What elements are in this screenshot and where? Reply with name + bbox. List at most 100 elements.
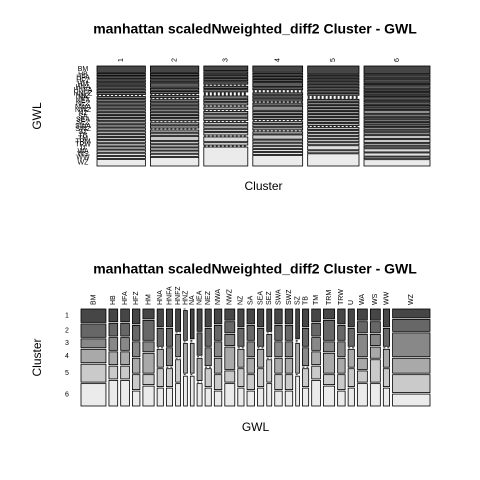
mosaic-cell: [337, 390, 346, 407]
mosaic-cell: [257, 368, 265, 388]
x-category-label: HB: [110, 295, 117, 305]
mosaic-cell: [337, 325, 346, 341]
x-category-label: NWZ: [227, 288, 234, 305]
x-category-label: BM: [90, 294, 97, 305]
mosaic-cell: [96, 159, 146, 167]
mosaic-cell: [363, 127, 431, 130]
mosaic-cell: [196, 308, 203, 332]
mosaic-cell: [203, 89, 249, 93]
y-category-label: 5: [65, 370, 69, 377]
mosaic-cell: [132, 357, 141, 374]
mosaic-cell: [120, 337, 130, 351]
mosaic-cell: [96, 152, 146, 156]
mosaic-cell: [363, 94, 431, 98]
y-category-label: WW: [76, 154, 90, 161]
y-category-label: NZ: [78, 110, 88, 117]
mosaic-cell: [363, 124, 431, 128]
mosaic-cell: [165, 368, 174, 388]
mosaic-cell: [356, 321, 368, 334]
y-category-label: HNZ: [76, 92, 91, 99]
mosaic-cell: [108, 365, 119, 380]
mosaic-cell: [347, 327, 355, 347]
mosaic-cell: [363, 82, 431, 86]
mosaic-cell: [237, 327, 245, 347]
mosaic-cell: [382, 348, 390, 368]
mosaic-cell: [96, 105, 146, 109]
mosaic-cell: [274, 357, 283, 374]
mosaic-cell: [369, 346, 381, 359]
mosaic-cell: [132, 325, 141, 341]
mosaic-cell: [274, 325, 283, 341]
mosaic-cell: [96, 137, 146, 141]
x-category-label: NWA: [215, 289, 222, 305]
mosaic-cell: [165, 327, 174, 347]
mosaic-cell: [149, 150, 200, 154]
mosaic-cell: [284, 357, 294, 374]
mosaic-cell: [257, 327, 265, 347]
mosaic-cell: [363, 139, 431, 144]
x-category-label: WW: [383, 291, 390, 305]
mosaic-cell: [392, 374, 431, 393]
mosaic-cell: [149, 111, 200, 115]
mosaic-cell: [307, 74, 360, 78]
mosaic-cell: [149, 73, 200, 77]
mosaic-cell: [224, 308, 236, 321]
mosaic-cell: [175, 308, 182, 332]
y-category-label: SWZ: [75, 126, 91, 133]
mosaic-cell: [252, 155, 304, 167]
mosaic-cell: [307, 117, 360, 120]
mosaic-cell: [252, 121, 304, 125]
mosaic-cell: [363, 89, 431, 92]
mosaic-cell: [149, 132, 200, 136]
mosaic-cell: [266, 383, 273, 407]
mosaic-cell: [183, 375, 188, 407]
mosaic-cell: [363, 122, 431, 125]
y-category-label: NA: [78, 94, 88, 101]
mosaic-cell: [183, 342, 188, 374]
mosaic-cell: [149, 102, 200, 106]
mosaic-cell: [96, 130, 146, 134]
mosaic-cell: [363, 85, 431, 90]
mosaic-cell: [382, 308, 390, 328]
mosaic-cell: [284, 325, 294, 341]
mosaic-cell: [252, 117, 304, 120]
mosaic-cell: [369, 308, 381, 321]
x-category-label: SWZ: [286, 289, 293, 305]
x-category-label: WZ: [408, 293, 415, 305]
mosaic-cell: [295, 375, 300, 407]
mosaic-cell: [252, 145, 304, 149]
mosaic-cell: [363, 97, 431, 100]
x-category-label: TM: [313, 295, 320, 305]
mosaic-cell: [96, 124, 146, 128]
mosaic-cell: [213, 325, 223, 341]
mosaic-cell: [80, 348, 107, 364]
y-axis-label: GWL: [30, 102, 44, 130]
y-category-label: SWA: [75, 123, 91, 130]
mosaic-cell: [363, 119, 431, 122]
mosaic-cell: [203, 106, 249, 110]
mosaic-cell: [149, 82, 200, 88]
mosaic-cell: [337, 341, 346, 358]
y-category-label: TM: [78, 135, 88, 142]
mosaic-cell: [96, 143, 146, 147]
mosaic-cell: [302, 387, 310, 407]
x-category-label: 3: [223, 58, 230, 62]
mosaic-cell: [203, 102, 249, 106]
mosaic-cell: [274, 308, 283, 325]
mosaic-cell: [252, 105, 304, 111]
mosaic-cell: [213, 341, 223, 358]
mosaic-cell: [149, 122, 200, 126]
mosaic-cell: [369, 383, 381, 407]
mosaic-cell: [203, 122, 249, 126]
mosaic-cell: [257, 387, 265, 407]
y-category-label: U: [80, 145, 85, 152]
x-axis-label: Cluster: [244, 179, 282, 193]
mosaic-cell: [295, 342, 300, 374]
mosaic-cell: [323, 374, 336, 386]
mosaic-cell: [363, 156, 431, 160]
mosaic-cell: [252, 110, 304, 114]
mosaic-cell: [302, 308, 310, 328]
x-category-label: SZ: [294, 295, 301, 305]
mosaic-cell: [257, 348, 265, 368]
mosaic-cell: [356, 383, 368, 407]
